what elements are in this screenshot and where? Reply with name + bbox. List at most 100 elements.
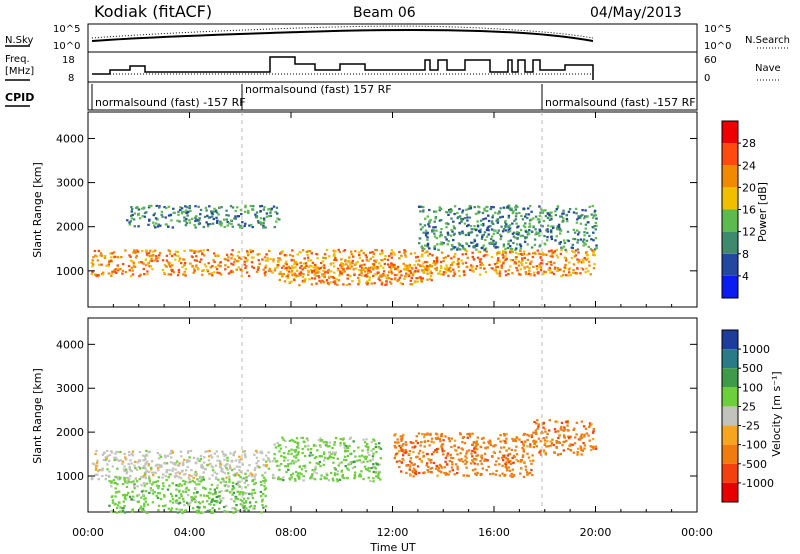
heatmap-cell xyxy=(343,270,346,273)
heatmap-cell xyxy=(465,213,468,216)
heatmap-cell xyxy=(491,216,494,219)
heatmap-cell xyxy=(181,265,184,269)
heatmap-cell xyxy=(332,249,335,252)
heatmap-cell xyxy=(91,265,94,268)
heatmap-cell xyxy=(362,252,365,255)
heatmap-cell xyxy=(143,273,146,276)
heatmap-cell xyxy=(186,214,189,217)
heatmap-cell xyxy=(98,469,101,472)
heatmap-cell xyxy=(464,462,467,465)
heatmap-cell xyxy=(245,507,248,510)
heatmap-cell xyxy=(235,482,238,486)
heatmap-cell xyxy=(233,258,237,261)
heatmap-cell xyxy=(110,480,114,483)
heatmap-cell xyxy=(137,493,141,496)
heatmap-cell xyxy=(429,275,433,278)
heatmap-cell xyxy=(439,231,442,234)
heatmap-cell xyxy=(307,265,311,268)
heatmap-cell xyxy=(433,210,436,213)
heatmap-cell xyxy=(385,283,388,286)
heatmap-cell xyxy=(528,225,531,228)
heatmap-cell xyxy=(313,277,317,280)
heatmap-cell xyxy=(482,233,485,236)
heatmap-cell xyxy=(536,249,539,252)
heatmap-cell xyxy=(511,475,514,478)
heatmap-cell xyxy=(569,435,572,438)
heatmap-cell xyxy=(304,466,307,469)
heatmap-cell xyxy=(263,476,266,479)
heatmap-cell xyxy=(269,211,272,214)
heatmap-cell xyxy=(291,265,294,268)
power-colorbar-tick-label: 12 xyxy=(742,226,756,239)
heatmap-cell xyxy=(295,446,299,449)
heatmap-cell xyxy=(396,268,400,271)
heatmap-cell xyxy=(238,474,241,477)
heatmap-cell xyxy=(217,213,220,216)
heatmap-cell xyxy=(401,282,404,286)
heatmap-cell xyxy=(390,267,393,270)
heatmap-cell xyxy=(364,282,368,285)
heatmap-cell xyxy=(588,234,591,237)
heatmap-cell xyxy=(333,252,336,255)
heatmap-cell xyxy=(182,490,185,493)
heatmap-cell xyxy=(509,239,512,242)
heatmap-cell xyxy=(372,263,376,266)
heatmap-cell xyxy=(113,255,117,258)
heatmap-cell xyxy=(444,222,448,225)
heatmap-cell xyxy=(393,444,396,448)
heatmap-cell xyxy=(261,258,264,261)
heatmap-cell xyxy=(118,490,121,493)
heatmap-cell xyxy=(428,221,432,224)
heatmap-cell xyxy=(498,270,502,273)
heatmap-cell xyxy=(473,447,476,450)
heatmap-cell xyxy=(439,464,442,468)
heatmap-cell xyxy=(576,233,580,236)
heatmap-cell xyxy=(428,225,431,228)
heatmap-cell xyxy=(378,262,381,265)
heatmap-cell xyxy=(228,478,231,481)
heatmap-cell xyxy=(543,270,546,273)
heatmap-cell xyxy=(311,271,314,274)
heatmap-cell xyxy=(482,218,485,221)
heatmap-cell xyxy=(473,458,477,461)
heatmap-cell xyxy=(427,272,431,275)
heatmap-cell xyxy=(527,213,531,216)
heatmap-cell xyxy=(535,445,538,448)
heatmap-cell xyxy=(465,265,468,268)
heatmap-cell xyxy=(154,464,158,467)
heatmap-cell xyxy=(140,261,144,264)
heatmap-cell xyxy=(560,248,563,252)
heatmap-cell xyxy=(353,450,356,453)
heatmap-cell xyxy=(318,444,322,447)
nsky-panel: N.Sky 10^5 10^0 10^5 10^0 N.Search xyxy=(5,23,790,53)
heatmap-cell xyxy=(312,443,316,447)
heatmap-cell xyxy=(231,481,235,484)
heatmap-cell xyxy=(325,472,328,475)
heatmap-cell xyxy=(201,253,204,256)
heatmap-cell xyxy=(435,464,438,467)
heatmap-cell xyxy=(489,473,492,476)
heatmap-cell xyxy=(444,435,447,438)
heatmap-cell xyxy=(143,498,146,501)
heatmap-cell xyxy=(144,249,148,253)
heatmap-cell xyxy=(394,454,397,457)
heatmap-cell xyxy=(494,229,497,232)
heatmap-cell xyxy=(507,226,510,229)
heatmap-cell xyxy=(529,273,533,276)
heatmap-cell xyxy=(410,283,414,286)
heatmap-cell xyxy=(547,250,551,253)
heatmap-cell xyxy=(550,263,553,266)
heatmap-cell xyxy=(235,259,239,262)
heatmap-cell xyxy=(505,449,508,452)
heatmap-cell xyxy=(95,274,98,277)
heatmap-cell xyxy=(216,271,219,274)
heatmap-cell xyxy=(305,264,308,267)
heatmap-cell xyxy=(457,265,460,269)
heatmap-cell xyxy=(393,278,397,281)
heatmap-cell xyxy=(340,461,343,464)
heatmap-cell xyxy=(514,261,517,264)
heatmap-cell xyxy=(247,274,251,278)
heatmap-cell xyxy=(276,464,279,467)
heatmap-cell xyxy=(496,261,499,264)
heatmap-cell xyxy=(164,475,167,478)
